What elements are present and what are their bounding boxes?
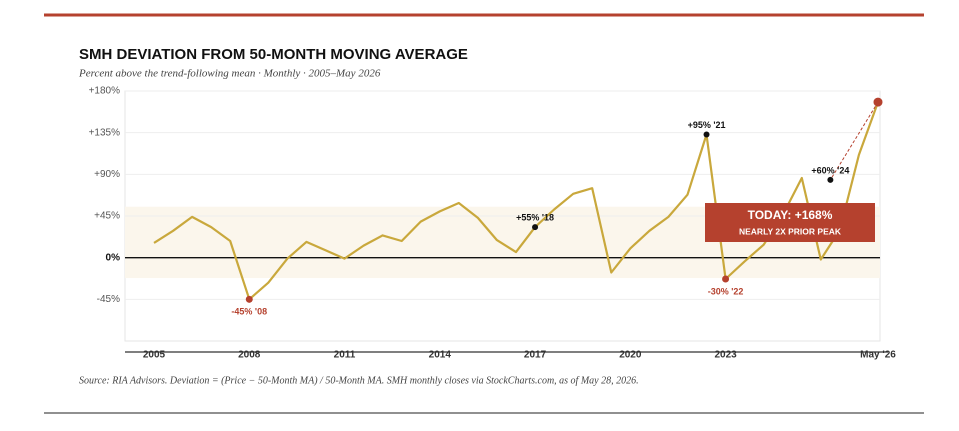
today-dot — [873, 97, 883, 107]
x-tick-label: 2017 — [524, 350, 547, 361]
x-tick-label: 2008 — [238, 350, 261, 361]
y-tick-label: +180% — [89, 86, 121, 97]
x-tick-label: 2020 — [619, 350, 642, 361]
y-tick-label: 0% — [106, 252, 121, 263]
annotation-label: -45% '08 — [231, 307, 267, 317]
x-tick-label: 2005 — [143, 350, 166, 361]
y-tick-label: -45% — [97, 294, 120, 305]
callout-subtitle: NEARLY 2X PRIOR PEAK — [739, 226, 842, 236]
annotation-label: +55% '18 — [516, 212, 554, 222]
source-note: Source: RIA Advisors. Deviation = (Price… — [79, 375, 639, 386]
annotation-label: +60% '24 — [811, 165, 849, 175]
trend-guide — [829, 101, 879, 181]
x-tick-label: 2014 — [429, 350, 452, 361]
deviation-line — [153, 101, 880, 301]
y-tick-label: +135% — [89, 127, 121, 138]
callout-box — [705, 203, 875, 242]
x-tick-label: May '26 — [860, 350, 896, 361]
callout-title: TODAY: +168% — [748, 208, 833, 222]
y-tick-label: +90% — [94, 169, 120, 180]
x-tick-label: 2011 — [334, 350, 356, 361]
chart-title: SMH DEVIATION FROM 50-MONTH MOVING AVERA… — [79, 46, 468, 63]
annotation-dot — [703, 131, 710, 138]
annotation-dot — [722, 275, 730, 283]
annotation-dot — [827, 176, 834, 183]
y-tick-label: +45% — [94, 211, 120, 222]
x-tick-label: 2023 — [714, 350, 737, 361]
annotation-label: -30% '22 — [708, 286, 744, 296]
annotation-label: +95% '21 — [688, 120, 726, 130]
annotation-dot — [532, 224, 539, 231]
annotation-dot — [245, 295, 253, 303]
chart-subtitle: Percent above the trend-following mean ·… — [78, 68, 381, 80]
